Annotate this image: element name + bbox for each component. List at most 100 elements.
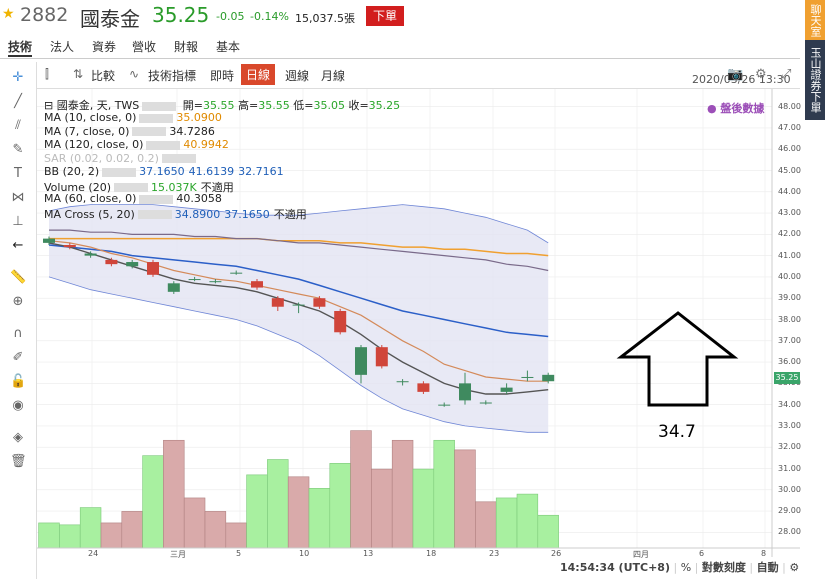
legend-controls[interactable]: [137, 210, 172, 219]
y-tick-label: 38.00: [778, 314, 801, 324]
legend-indicator-label: SAR (0.02, 0.02, 0.2): [44, 151, 159, 165]
volume-bar: [350, 430, 372, 549]
quote-datetime: 2020/03/26 13:30: [692, 73, 791, 86]
camera-icon[interactable]: 📷: [727, 67, 744, 82]
candle: [313, 296, 326, 309]
indicators-button[interactable]: 技術指標: [148, 69, 197, 83]
pencil-lock-icon[interactable]: ✐: [12, 350, 24, 365]
indicator-icon[interactable]: ∿: [129, 67, 140, 81]
compare-button[interactable]: 比較: [91, 69, 116, 83]
candle: [63, 242, 76, 250]
candle-body: [521, 376, 534, 378]
volume-bar: [183, 497, 206, 549]
volume-bar: [495, 497, 518, 549]
candle: [43, 236, 55, 245]
after-hours-label: ● 盤後數據: [707, 102, 765, 115]
tab-financials[interactable]: 財報: [174, 40, 199, 54]
price-change-pct: -0.14%: [250, 10, 289, 23]
fullscreen-icon[interactable]: ⤢: [781, 67, 792, 82]
candle-body: [105, 259, 118, 265]
magnet-icon[interactable]: ∩: [13, 326, 23, 341]
legend-indicator-label: MA Cross (5, 20): [44, 207, 135, 221]
x-tick-label: 23: [489, 549, 500, 558]
volume-bar: [433, 439, 455, 549]
candle-body: [188, 279, 201, 281]
chat-room-tab[interactable]: 聊天室: [805, 0, 825, 40]
legend-controls[interactable]: [139, 194, 174, 204]
measure-icon[interactable]: ⊥: [12, 214, 24, 229]
volume-bar: [287, 476, 310, 549]
candle-body: [500, 387, 513, 392]
lock-icon[interactable]: 🔓: [10, 374, 27, 389]
legend-value: 37.1650: [139, 165, 185, 178]
tab-institutional[interactable]: 法人: [50, 40, 75, 54]
log-scale-toggle[interactable]: 對數刻度: [701, 561, 746, 574]
x-tick-label: 10: [299, 549, 310, 558]
percent-toggle[interactable]: %: [680, 561, 692, 574]
volume-bar: [371, 468, 393, 549]
candle: [542, 372, 555, 384]
legend-controls[interactable]: [139, 113, 174, 123]
y-tick-label: 45.00: [778, 165, 801, 175]
period-monthly[interactable]: 月線: [321, 69, 346, 83]
y-tick-label: 41.00: [778, 250, 801, 260]
settings-gear-icon[interactable]: ⚙: [789, 561, 800, 574]
legend-controls[interactable]: [114, 183, 148, 192]
trash-icon[interactable]: 🗑: [10, 454, 27, 469]
pattern-icon[interactable]: ⋈: [11, 190, 25, 205]
tab-technical[interactable]: 技術: [8, 38, 33, 57]
volume-bar: [163, 439, 185, 549]
compare-icon[interactable]: ⇅: [73, 67, 84, 81]
candle-body: [147, 262, 159, 275]
legend-indicator-label: MA (10, close, 0): [44, 111, 137, 124]
zoom-in-icon[interactable]: ⊕: [12, 294, 24, 309]
status-bar: 14:54:34 (UTC+8) | % | 對數刻度 | 自動 | ⚙: [560, 561, 800, 574]
order-button[interactable]: 下單: [366, 6, 404, 26]
bollinger-lower-line: [48, 276, 549, 433]
legend-row: MA (60, close, 0) 40.3058: [44, 192, 226, 205]
bollinger-mid-line: [48, 244, 549, 338]
brush-icon[interactable]: ✎: [12, 142, 24, 157]
y-tick-label: 37.00: [778, 335, 801, 345]
legend-controls[interactable]: [161, 154, 196, 163]
legend-controls[interactable]: [142, 101, 177, 111]
trend-line-icon[interactable]: ╱: [14, 94, 22, 109]
tab-basic[interactable]: 基本: [216, 40, 241, 54]
candle-body: [459, 383, 471, 401]
candle: [209, 279, 222, 284]
legend-controls[interactable]: [132, 127, 167, 136]
back-arrow-icon[interactable]: ←: [12, 238, 24, 253]
legend-controls[interactable]: [146, 140, 181, 150]
layers-icon[interactable]: ◈: [13, 430, 23, 445]
y-tick-label: 31.00: [778, 463, 801, 473]
volume-bar: [516, 493, 539, 549]
broker-banner[interactable]: 玉山證券下單: [805, 40, 825, 120]
candle-type-icon[interactable]: ⫿: [45, 67, 49, 81]
fib-tool-icon[interactable]: ⫽: [15, 118, 21, 133]
auto-scale-toggle[interactable]: 自動: [756, 561, 779, 574]
tab-margin[interactable]: 資券: [92, 40, 117, 54]
favorite-star-icon[interactable]: ★: [2, 6, 15, 22]
status-time: 14:54:34 (UTC+8): [560, 561, 670, 574]
legend-value: 32.7161: [238, 165, 284, 178]
crosshair-icon[interactable]: ✛: [12, 70, 24, 85]
collapse-icon[interactable]: ⊟: [44, 99, 54, 112]
ruler-icon[interactable]: 📏: [10, 270, 27, 285]
legend-row: Volume (20) 15.037K 不適用: [44, 179, 238, 195]
drawing-toolbar: ✛ ╱ ⫽ ✎ T ⋈ ⊥ ← 📏 ⊕ ∩ ✐ 🔓 ◉ ◈ 🗑: [0, 62, 37, 579]
eye-icon[interactable]: ◉: [12, 398, 24, 413]
tab-revenue[interactable]: 營收: [132, 40, 157, 54]
stock-name: 國泰金: [80, 7, 140, 31]
legend-high: 35.55: [258, 99, 290, 112]
settings-gear-icon[interactable]: ⚙: [755, 67, 767, 82]
candle: [292, 302, 305, 314]
period-weekly[interactable]: 週線: [285, 69, 310, 83]
text-tool-icon[interactable]: T: [14, 166, 22, 181]
legend-value: 34.7286: [169, 124, 215, 138]
period-realtime[interactable]: 即時: [210, 69, 235, 83]
y-tick-label: 33.00: [778, 420, 801, 430]
candle-body: [417, 383, 430, 392]
period-daily[interactable]: 日線: [241, 64, 276, 85]
price-chart[interactable]: [37, 89, 800, 557]
legend-controls[interactable]: [102, 167, 137, 177]
